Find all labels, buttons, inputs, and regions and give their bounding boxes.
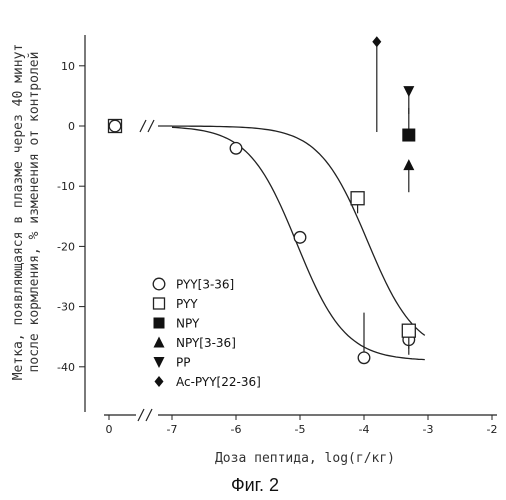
legend-marker — [154, 337, 165, 348]
data-marks — [109, 36, 416, 363]
legend-label: NPY[3-36] — [176, 336, 236, 350]
y-axis-label-line1: Метка, появляющаяся в плазме через 40 ми… — [11, 44, 26, 381]
x-tick-label-control: 0 — [106, 423, 113, 436]
data-point — [403, 159, 414, 170]
x-tick-label: -6 — [231, 423, 242, 436]
control-point — [109, 120, 121, 132]
legend-marker — [154, 357, 165, 368]
legend-label: PP — [176, 356, 190, 370]
data-point — [403, 86, 414, 97]
y-tick-label: 10 — [61, 60, 75, 73]
legend-marker — [153, 278, 165, 290]
y-axis-label-line2: после кормления, % изменения от контроле… — [27, 52, 42, 373]
fit-curve — [172, 126, 425, 335]
x-tick-label: -3 — [423, 423, 434, 436]
x-tick-label: -7 — [167, 423, 178, 436]
legend-label: Ac-PYY[22-36] — [176, 375, 261, 389]
data-point — [358, 352, 370, 364]
x-axis-break-mark — [138, 409, 144, 421]
legend-marker — [154, 318, 165, 329]
y-tick-label: -40 — [57, 361, 75, 374]
legend-marker — [154, 298, 165, 309]
x-tick-label: -4 — [359, 423, 370, 436]
data-point — [230, 142, 242, 154]
data-break-mark — [148, 120, 154, 132]
data-point — [351, 192, 364, 205]
y-axis-title: Метка, появляющаяся в плазме через 40 ми… — [11, 44, 42, 381]
data-break-mark — [140, 120, 146, 132]
data-point — [294, 232, 306, 244]
figure-caption: Фиг. 2 — [231, 475, 279, 495]
y-tick-label: 0 — [68, 120, 75, 133]
legend-marker — [155, 376, 164, 387]
x-tick-label: -2 — [487, 423, 498, 436]
y-tick-label: -20 — [57, 240, 75, 253]
data-point — [402, 324, 415, 337]
x-axis-break-mark — [146, 409, 152, 421]
x-axis-label: Доза пептида, log(г/кг) — [215, 451, 395, 466]
legend-label: PYY — [176, 297, 198, 311]
legend-label: NPY — [176, 317, 200, 331]
x-tick-label: -5 — [295, 423, 306, 436]
axes: 10 0 -10 -20 -30 -40 0 -7 -6 -5 -4 -3 -2 — [57, 35, 497, 436]
legend-label: PYY[3-36] — [176, 278, 234, 292]
y-tick-label: -10 — [57, 180, 75, 193]
y-tick-label: -30 — [57, 301, 75, 314]
data-point — [402, 129, 415, 142]
legend: PYY[3-36] PYY NPY NPY[3-36] PP Ac-PYY[22-36] — [153, 278, 261, 390]
data-point — [372, 36, 381, 47]
